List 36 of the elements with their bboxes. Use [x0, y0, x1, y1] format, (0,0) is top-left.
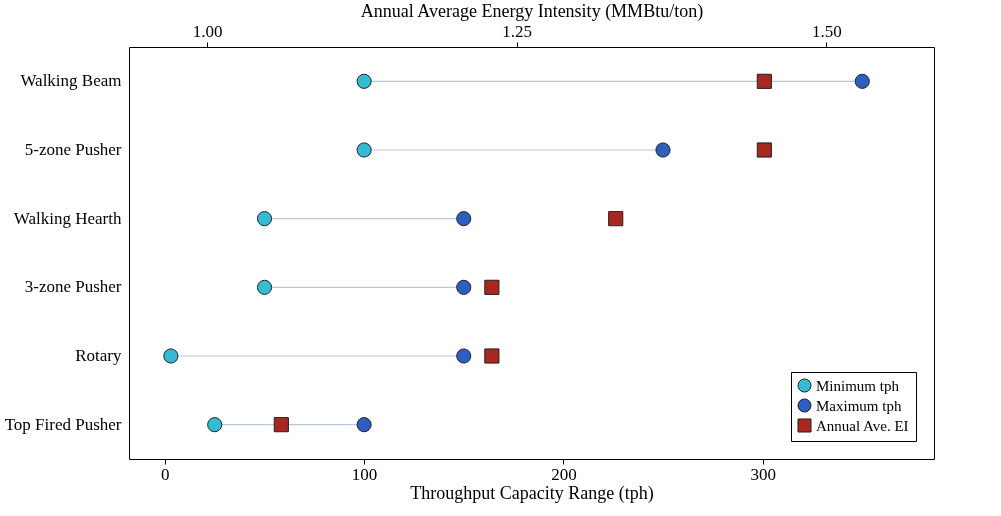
point: [608, 211, 624, 227]
x2-tick-label: 1.00: [192, 21, 223, 41]
x-axis-title: Throughput Capacity Range (tph): [410, 482, 654, 504]
point: [456, 211, 472, 227]
legend-label: Minimum tph: [816, 377, 900, 394]
y-tick-label: 5-zone Pusher: [24, 140, 122, 159]
point: [256, 211, 273, 227]
point: [256, 279, 273, 295]
x2-tick-label: 1.25: [502, 21, 533, 41]
point: [484, 348, 500, 364]
point: [356, 142, 372, 158]
point: [207, 417, 223, 433]
legend-label: Annual Ave. EI: [816, 417, 909, 434]
point: [273, 417, 289, 433]
x-tick-label: 200: [551, 464, 577, 484]
y-tick-label: Rotary: [75, 346, 122, 365]
point: [456, 279, 472, 295]
point: [756, 142, 772, 158]
point: [456, 348, 472, 364]
x-tick-label: 100: [351, 464, 378, 484]
y-tick-label: 3-zone Pusher: [24, 277, 122, 297]
y-tick-label: Top Fired Pusher: [4, 414, 122, 434]
point: [655, 142, 671, 158]
point: [484, 279, 500, 295]
point: [356, 73, 372, 89]
y-tick-label: Walking Beam: [20, 71, 122, 91]
x2-axis-title: Annual Average Energy Intensity (MMBtu/ton): [360, 0, 704, 22]
legend-label: Maximum tph: [816, 397, 902, 414]
y-tick-label: Walking Hearth: [13, 208, 122, 228]
point: [756, 73, 772, 89]
point: [163, 348, 179, 364]
x-tick-label: 0: [161, 464, 170, 484]
x-tick-label: 300: [750, 464, 776, 484]
point: [356, 417, 372, 433]
x2-tick-label: 1.50: [811, 21, 842, 41]
point: [854, 73, 870, 89]
